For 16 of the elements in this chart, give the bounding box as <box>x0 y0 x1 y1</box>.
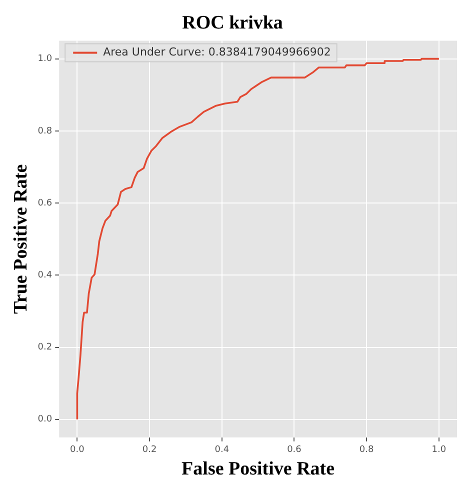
y-tick-label: 1.0 <box>38 54 52 64</box>
y-axis-title: True Positive Rate <box>10 164 32 314</box>
x-tick-label: 0.6 <box>287 445 302 456</box>
x-tick-label: 0.8 <box>359 445 374 456</box>
y-tick-label: 0.4 <box>38 270 52 280</box>
x-axis-title: False Positive Rate <box>182 458 335 480</box>
y-tick-label: 0.8 <box>38 126 52 136</box>
y-tick-label: 0.2 <box>38 342 52 353</box>
x-tick-label: 0.2 <box>142 445 157 456</box>
chart-title: ROC krivka <box>182 12 284 34</box>
x-tick-label: 0.0 <box>70 445 85 456</box>
x-tick-label: 1.0 <box>432 445 446 456</box>
legend-label: Area Under Curve: 0.8384179049966902 <box>103 46 331 59</box>
x-tick-label: 0.4 <box>214 445 230 456</box>
y-tick-label: 0.6 <box>38 198 52 208</box>
y-tick-label: 0.0 <box>38 414 52 425</box>
